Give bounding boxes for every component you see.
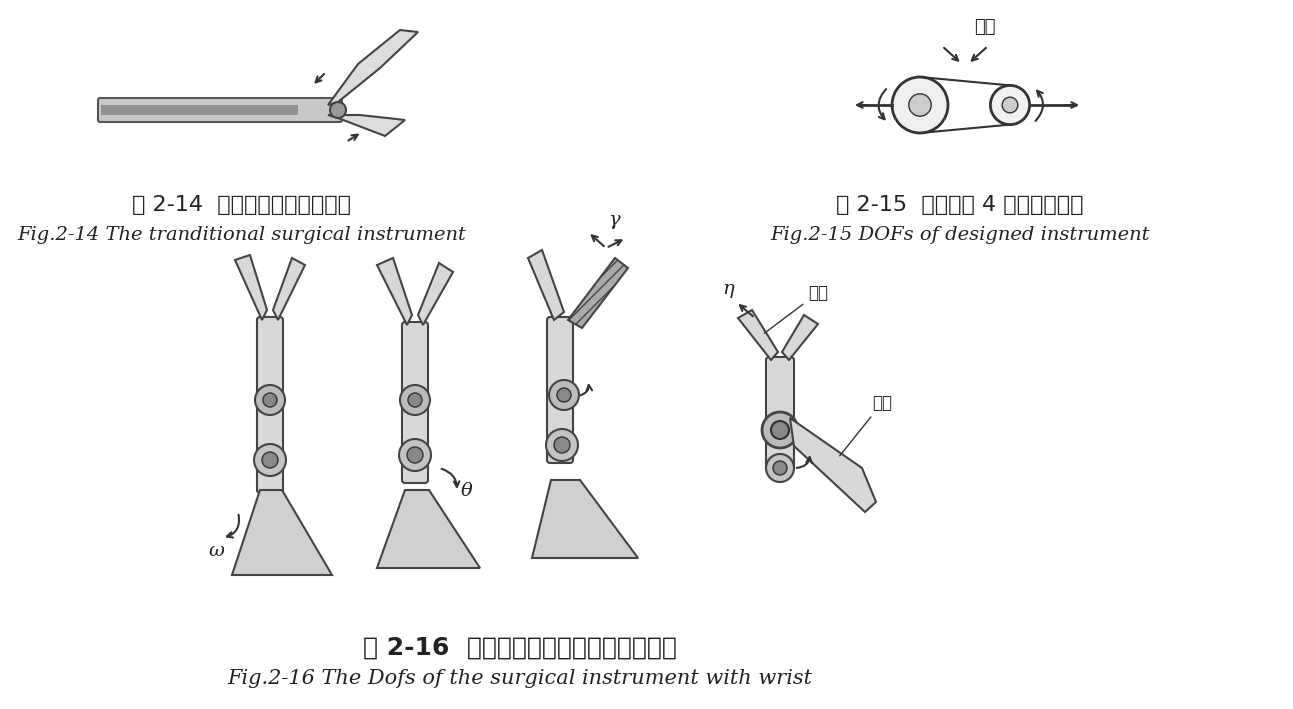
Circle shape xyxy=(762,412,798,448)
Text: θ: θ xyxy=(462,482,473,500)
Polygon shape xyxy=(378,490,480,568)
Polygon shape xyxy=(235,255,266,320)
Polygon shape xyxy=(378,258,412,325)
Polygon shape xyxy=(782,315,818,360)
FancyBboxPatch shape xyxy=(402,322,428,483)
Text: Fig.2-14 The tranditional surgical instrument: Fig.2-14 The tranditional surgical instr… xyxy=(18,226,467,244)
Circle shape xyxy=(550,380,579,410)
Text: 图 2-16  带有腕部装置的手术器械自由度: 图 2-16 带有腕部装置的手术器械自由度 xyxy=(363,636,678,660)
Polygon shape xyxy=(528,250,564,320)
Polygon shape xyxy=(568,258,628,328)
Circle shape xyxy=(557,388,572,402)
FancyBboxPatch shape xyxy=(101,105,297,115)
Circle shape xyxy=(909,94,931,116)
Polygon shape xyxy=(273,258,305,320)
Circle shape xyxy=(553,437,570,453)
Text: ω: ω xyxy=(208,542,224,560)
Circle shape xyxy=(546,429,578,461)
Circle shape xyxy=(400,439,431,471)
Text: η: η xyxy=(721,280,733,298)
Circle shape xyxy=(771,421,789,439)
Text: Fig.2-15 DOFs of designed instrument: Fig.2-15 DOFs of designed instrument xyxy=(771,226,1149,244)
Text: 图 2-14  传统微创外科手术器械: 图 2-14 传统微创外科手术器械 xyxy=(132,195,352,215)
Circle shape xyxy=(773,461,787,475)
Polygon shape xyxy=(418,263,453,325)
Polygon shape xyxy=(231,490,332,575)
Circle shape xyxy=(330,102,347,118)
Circle shape xyxy=(262,393,277,407)
Circle shape xyxy=(255,385,284,415)
FancyBboxPatch shape xyxy=(547,317,573,463)
Circle shape xyxy=(1002,97,1018,113)
Polygon shape xyxy=(531,480,637,558)
Text: 图 2-15  手术器械 4 个自由度分析: 图 2-15 手术器械 4 个自由度分析 xyxy=(837,195,1084,215)
Polygon shape xyxy=(328,30,418,105)
Text: 腕部: 腕部 xyxy=(974,18,996,36)
Circle shape xyxy=(407,447,423,463)
Polygon shape xyxy=(738,310,778,360)
FancyBboxPatch shape xyxy=(257,317,283,493)
Circle shape xyxy=(253,444,286,476)
Circle shape xyxy=(765,454,794,482)
Circle shape xyxy=(892,77,948,133)
Circle shape xyxy=(409,393,422,407)
Polygon shape xyxy=(328,115,405,136)
Polygon shape xyxy=(790,418,875,512)
Text: 小爪: 小爪 xyxy=(764,284,828,333)
Circle shape xyxy=(400,385,431,415)
Circle shape xyxy=(990,85,1029,125)
Text: 腕部: 腕部 xyxy=(839,394,892,456)
FancyBboxPatch shape xyxy=(98,98,343,122)
Circle shape xyxy=(262,452,278,468)
Text: γ: γ xyxy=(608,211,619,229)
FancyBboxPatch shape xyxy=(765,357,794,468)
Text: Fig.2-16 The Dofs of the surgical instrument with wrist: Fig.2-16 The Dofs of the surgical instru… xyxy=(228,669,812,688)
